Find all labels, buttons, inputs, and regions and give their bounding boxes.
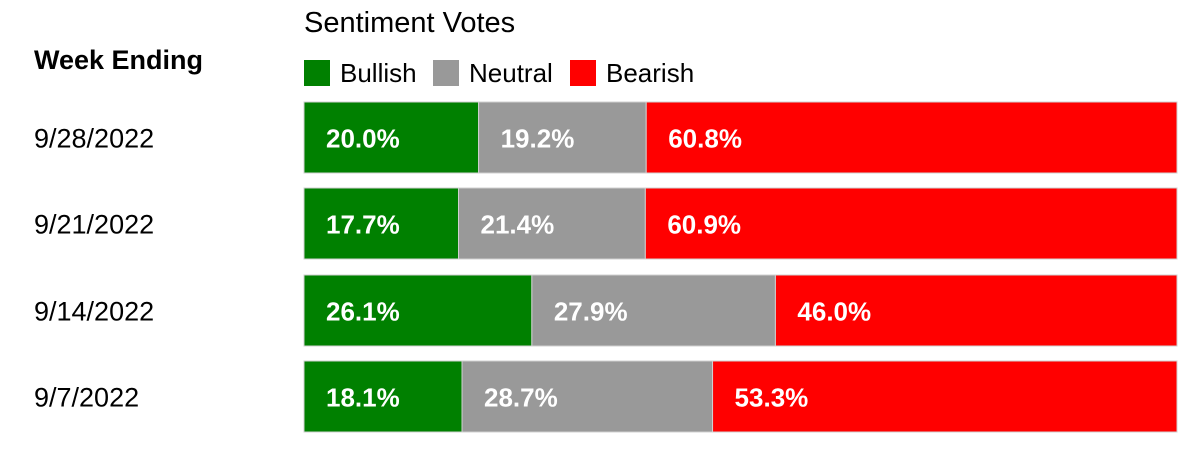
data-label-bearish: 60.8% — [668, 124, 742, 154]
bars — [303, 101, 1178, 433]
bar-segment-bullish — [303, 187, 460, 260]
data-label-bullish: 20.0% — [326, 124, 400, 154]
legend-swatch-neutral — [433, 60, 459, 86]
bar-segment-neutral — [458, 187, 646, 260]
data-label-bullish: 26.1% — [326, 297, 400, 327]
chart-legend: Bullish Neutral Bearish — [304, 58, 694, 88]
category-label: 9/7/2022 — [34, 383, 139, 413]
chart-title: Sentiment Votes — [304, 7, 515, 39]
bar-segment-bearish — [645, 101, 1178, 174]
bar-segment-bullish — [303, 101, 480, 174]
category-labels: 9/28/2022 9/21/2022 9/14/2022 9/7/2022 — [34, 124, 154, 413]
legend-swatch-bullish — [304, 60, 330, 86]
data-label-bullish: 17.7% — [326, 210, 400, 240]
value-labels: 20.0% 19.2% 60.8% 17.7% 21.4% 60.9% 26.1% 27.9%… — [326, 124, 871, 413]
data-label-bullish: 18.1% — [326, 383, 400, 413]
data-label-neutral: 28.7% — [484, 383, 558, 413]
category-label: 9/28/2022 — [34, 124, 154, 154]
data-label-neutral: 19.2% — [501, 124, 575, 154]
data-label-bearish: 46.0% — [797, 297, 871, 327]
bar-segment-bearish — [712, 360, 1178, 433]
legend-label-bearish: Bearish — [606, 58, 694, 88]
legend-label-neutral: Neutral — [469, 58, 553, 88]
bar-segment-neutral — [531, 274, 776, 347]
bar-segment-bullish — [303, 274, 533, 347]
bar-segment-bullish — [303, 360, 463, 433]
category-label: 9/14/2022 — [34, 297, 154, 327]
legend-label-bullish: Bullish — [340, 58, 417, 88]
category-label: 9/21/2022 — [34, 210, 154, 240]
week-ending-header: Week Ending — [34, 45, 203, 75]
bar-segment-neutral — [478, 101, 647, 174]
data-label-neutral: 21.4% — [481, 210, 555, 240]
data-label-bearish: 60.9% — [667, 210, 741, 240]
legend-swatch-bearish — [570, 60, 596, 86]
data-label-bearish: 53.3% — [735, 383, 809, 413]
bar-segment-bearish — [774, 274, 1178, 347]
bar-segment-bearish — [644, 187, 1178, 260]
data-label-neutral: 27.9% — [554, 297, 628, 327]
